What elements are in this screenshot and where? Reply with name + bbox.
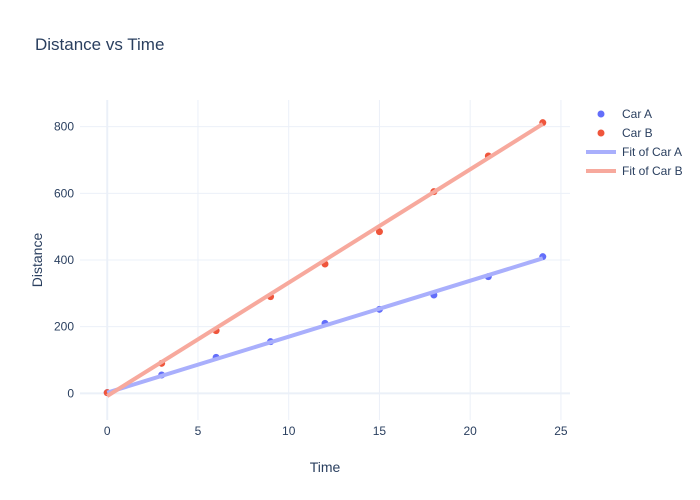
y-tick-label: 600 [54,186,74,200]
legend-label: Car B [622,126,653,140]
legend-item-fit-of-car-b[interactable]: Fit of Car B [586,164,683,178]
legend[interactable]: Car A Car B Fit of Car A Fit of Car B [586,107,683,178]
legend-label: Fit of Car A [622,145,682,159]
legend-marker-symbol [597,129,605,137]
legend-label: Fit of Car B [622,164,683,178]
legend-marker-symbol [597,110,605,118]
x-tick-label: 0 [104,424,111,438]
x-tick-label: 20 [464,424,478,438]
y-tick-label: 400 [54,253,74,267]
data-point-car-b [375,228,383,236]
x-tick-label: 15 [373,424,387,438]
legend-item-car-b[interactable]: Car B [597,126,653,140]
series-fit-of-car-b [106,122,544,398]
x-tick-label: 5 [195,424,202,438]
x-tick-label: 10 [282,424,296,438]
y-tick-label: 200 [54,320,74,334]
y-tick-label: 800 [54,120,74,134]
legend-item-fit-of-car-a[interactable]: Fit of Car A [586,145,682,159]
y-axis-title: Distance [29,233,45,288]
series-layer [103,119,547,398]
series-fit-of-car-a [106,256,544,395]
fit-line-fit-of-car-a [106,256,544,395]
axis-layer: 0 5 10 15 20 25 0 200 400 600 800 [54,120,568,438]
fit-line-fit-of-car-b [106,122,544,398]
chart-title: Distance vs Time [35,35,164,54]
x-axis-title: Time [310,459,341,475]
x-tick-label: 25 [554,424,568,438]
y-tick-label: 0 [67,386,74,400]
legend-label: Car A [622,107,652,121]
legend-item-car-a[interactable]: Car A [597,107,653,121]
